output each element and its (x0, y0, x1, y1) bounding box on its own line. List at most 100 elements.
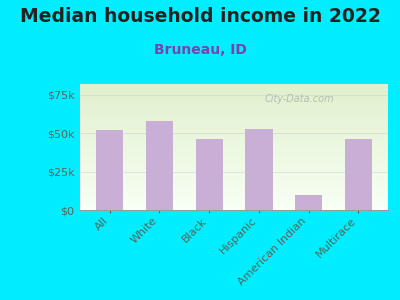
Bar (80, 182, 388, 183)
Bar (80, 144, 388, 145)
Bar (80, 174, 388, 175)
Bar (80, 125, 388, 126)
Bar (80, 140, 388, 141)
Bar (80, 156, 388, 157)
Bar (80, 138, 388, 139)
Bar (80, 119, 388, 120)
Bar (80, 198, 388, 199)
Bar (80, 96, 388, 97)
Bar (80, 99, 388, 100)
Bar (80, 196, 388, 197)
Bar (80, 89, 388, 90)
Bar (80, 178, 388, 179)
Bar (80, 160, 388, 161)
Bar (80, 145, 388, 146)
Bar (80, 87, 388, 88)
Bar (80, 97, 388, 98)
Bar (80, 193, 388, 194)
Bar (80, 157, 388, 158)
Bar (80, 136, 388, 137)
Bar (80, 180, 388, 181)
Bar (196, 139, 223, 210)
Bar (295, 195, 322, 210)
Bar (80, 189, 388, 190)
Bar (80, 201, 388, 202)
Bar (80, 100, 388, 101)
Bar (80, 120, 388, 121)
Bar (80, 190, 388, 191)
Bar (344, 139, 372, 210)
Bar (80, 100, 388, 101)
Bar (80, 133, 388, 134)
Text: Median household income in 2022: Median household income in 2022 (20, 8, 380, 26)
Bar (80, 112, 388, 113)
Bar (80, 102, 388, 103)
Bar (80, 139, 388, 140)
Bar (80, 173, 388, 174)
Bar (80, 155, 388, 156)
Bar (80, 108, 388, 109)
Bar (80, 142, 388, 143)
Bar (80, 111, 388, 112)
Bar (146, 121, 173, 210)
Bar (80, 107, 388, 108)
Bar (80, 158, 388, 159)
Bar (80, 121, 388, 122)
Bar (80, 148, 388, 149)
Bar (80, 165, 388, 166)
Bar (80, 162, 388, 163)
Bar (80, 101, 388, 102)
Bar (80, 84, 388, 85)
Bar (80, 105, 388, 106)
Bar (80, 90, 388, 91)
Bar (80, 93, 388, 94)
Bar (80, 114, 388, 115)
Bar (80, 184, 388, 185)
Bar (80, 95, 388, 96)
Bar (80, 199, 388, 200)
Bar (80, 154, 388, 155)
Bar (80, 191, 388, 192)
Bar (80, 149, 388, 150)
Bar (80, 152, 388, 153)
Bar (80, 183, 388, 184)
Bar (80, 116, 388, 117)
Bar (80, 169, 388, 170)
Bar (80, 159, 388, 160)
Bar (80, 204, 388, 205)
Bar (80, 94, 388, 95)
Bar (80, 129, 388, 130)
Bar (80, 185, 388, 186)
Bar (80, 124, 388, 125)
Bar (80, 179, 388, 180)
Bar (80, 98, 388, 99)
Bar (80, 131, 388, 132)
Bar (80, 128, 388, 129)
Bar (80, 186, 388, 187)
Bar (80, 161, 388, 162)
Bar (80, 203, 388, 204)
Text: City-Data.com: City-Data.com (265, 94, 334, 104)
Bar (80, 207, 388, 208)
Bar (80, 205, 388, 206)
Bar (80, 123, 388, 124)
Bar (80, 176, 388, 177)
Bar (80, 92, 388, 93)
Bar (80, 132, 388, 133)
Bar (80, 194, 388, 195)
Bar (80, 177, 388, 178)
Bar (80, 192, 388, 193)
Bar (80, 117, 388, 118)
Bar (80, 143, 388, 144)
Bar (80, 202, 388, 203)
Bar (80, 118, 388, 119)
Bar (80, 141, 388, 142)
Bar (80, 86, 388, 87)
Bar (80, 109, 388, 110)
Text: Bruneau, ID: Bruneau, ID (154, 44, 246, 58)
Bar (80, 134, 388, 135)
Bar (80, 113, 388, 114)
Bar (80, 208, 388, 209)
Bar (80, 135, 388, 136)
Bar (80, 188, 388, 189)
